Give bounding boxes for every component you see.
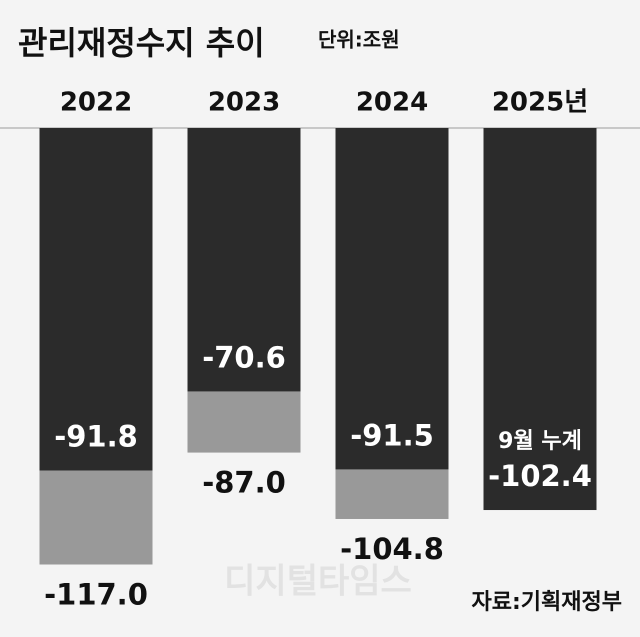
x-tick-label: 2023	[208, 88, 280, 118]
bar	[335, 128, 449, 470]
bar	[39, 128, 153, 471]
watermark: 디지털타임스	[224, 562, 412, 602]
data-label: -91.5	[350, 418, 434, 452]
bar	[187, 128, 301, 392]
source: 자료:기획재정부	[472, 590, 622, 615]
x-tick-label: 2025년	[492, 88, 588, 118]
annotation: 9월 누계	[498, 429, 582, 454]
data-label: -91.8	[54, 419, 138, 453]
chart-title: 관리재정수지 추이	[18, 24, 265, 62]
data-label: -104.8	[340, 532, 444, 566]
data-label: -70.6	[202, 340, 286, 374]
data-label: -102.4	[488, 459, 592, 493]
data-label: -117.0	[44, 578, 148, 612]
x-tick-label: 2024	[356, 88, 428, 118]
chart-subtitle: 단위:조원	[318, 28, 400, 52]
x-tick-label: 2022	[60, 88, 132, 118]
bar	[483, 128, 597, 511]
data-label: -87.0	[202, 466, 286, 500]
